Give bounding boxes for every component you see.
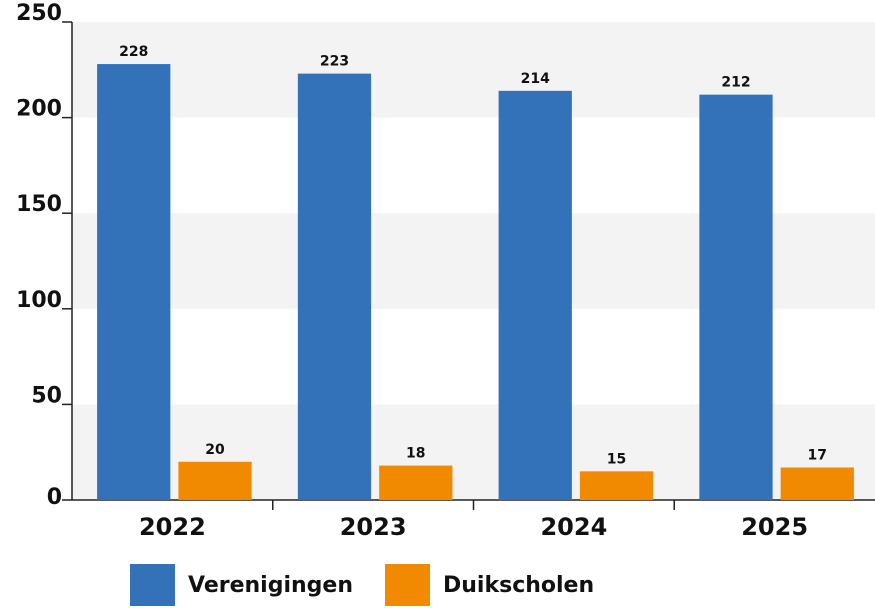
legend-swatch (385, 564, 430, 606)
bar (379, 465, 453, 500)
data-label: 20 (205, 442, 225, 458)
y-tick-label: 100 (16, 288, 62, 313)
y-tick-label: 200 (16, 97, 62, 122)
data-label: 223 (320, 54, 349, 70)
bar (178, 461, 252, 500)
bar (699, 94, 773, 500)
data-label: 15 (607, 451, 626, 467)
legend-swatch (130, 564, 175, 606)
bar (579, 471, 654, 500)
x-tick-label: 2025 (741, 513, 808, 541)
legend-label: Duikscholen (443, 573, 594, 598)
y-tick-label: 250 (16, 1, 62, 26)
data-label: 214 (521, 71, 550, 87)
data-label: 18 (406, 446, 425, 462)
x-tick-label: 2024 (540, 513, 607, 541)
legend-label: Verenigingen (188, 573, 353, 598)
bar (780, 467, 854, 500)
x-tick-label: 2023 (340, 513, 407, 541)
data-label: 17 (808, 447, 827, 463)
data-label: 212 (721, 75, 750, 91)
data-label: 228 (119, 44, 148, 60)
bar (97, 64, 171, 501)
y-tick-label: 50 (31, 383, 62, 408)
y-tick-label: 150 (16, 192, 62, 217)
bar (297, 73, 372, 501)
x-tick-label: 2022 (139, 513, 206, 541)
y-tick-label: 0 (47, 485, 62, 510)
bar (498, 90, 572, 500)
